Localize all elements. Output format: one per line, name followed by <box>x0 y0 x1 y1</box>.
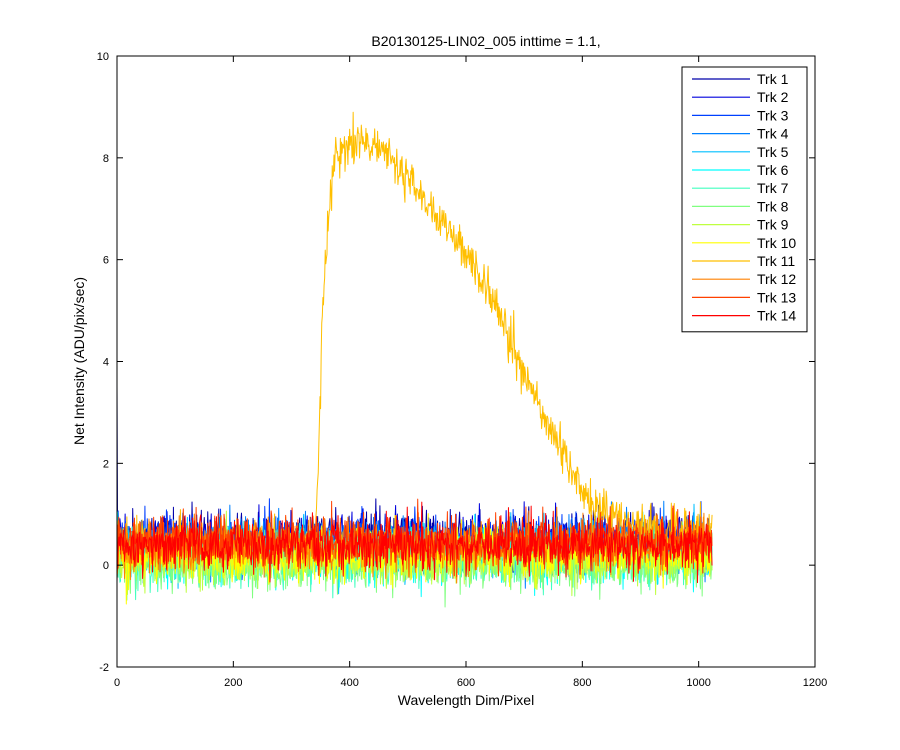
legend: Trk 1 Trk 2 Trk 3 Trk 4 Trk 5 Trk 6 Trk 7 Trk 8… <box>681 66 808 333</box>
x-tick-label: 800 <box>573 677 591 689</box>
legend-label: Trk 8 <box>757 198 789 214</box>
legend-label: Trk 1 <box>757 71 789 87</box>
y-tick-label: 0 <box>103 560 109 572</box>
y-tick-label: 4 <box>103 357 109 369</box>
series-layer <box>117 111 713 608</box>
legend-label: Trk 6 <box>757 162 789 178</box>
x-tick-label: 1000 <box>686 677 710 689</box>
y-tick-label: -2 <box>99 662 109 674</box>
series-line-trk-11 <box>117 111 713 570</box>
x-tick-label: 400 <box>340 677 358 689</box>
x-axis-label: Wavelength Dim/Pixel <box>398 692 534 708</box>
y-tick-label: 6 <box>103 255 109 267</box>
legend-label: Trk 2 <box>757 89 789 105</box>
y-tick-label: 2 <box>103 458 109 470</box>
legend-label: Trk 11 <box>757 253 795 269</box>
y-tick-label: 8 <box>103 153 109 165</box>
legend-label: Trk 3 <box>757 107 789 123</box>
x-tick-label: 200 <box>224 677 242 689</box>
chart-title: B20130125-LIN02_005 inttime = 1.1, <box>371 33 600 49</box>
legend-label: Trk 13 <box>757 289 796 305</box>
legend-label: Trk 9 <box>757 217 789 233</box>
x-tick-label: 1200 <box>803 677 827 689</box>
legend-label: Trk 5 <box>757 144 789 160</box>
legend-box <box>681 66 808 333</box>
legend-label: Trk 10 <box>757 235 796 251</box>
x-tick-label: 0 <box>114 677 120 689</box>
legend-label: Trk 4 <box>757 126 789 142</box>
y-axis-label: Net Intensity (ADU/pix/sec) <box>71 277 87 445</box>
x-tick-label: 600 <box>457 677 475 689</box>
legend-label: Trk 7 <box>757 180 789 196</box>
axis-ticks: 0 200 400 600 800 1000 1200 -2 0 2 4 6 8 10 <box>97 51 827 689</box>
y-tick-label: 10 <box>97 51 109 63</box>
series-line-trk-14 <box>117 501 713 584</box>
legend-label: Trk 12 <box>757 271 796 287</box>
legend-label: Trk 14 <box>757 308 796 324</box>
